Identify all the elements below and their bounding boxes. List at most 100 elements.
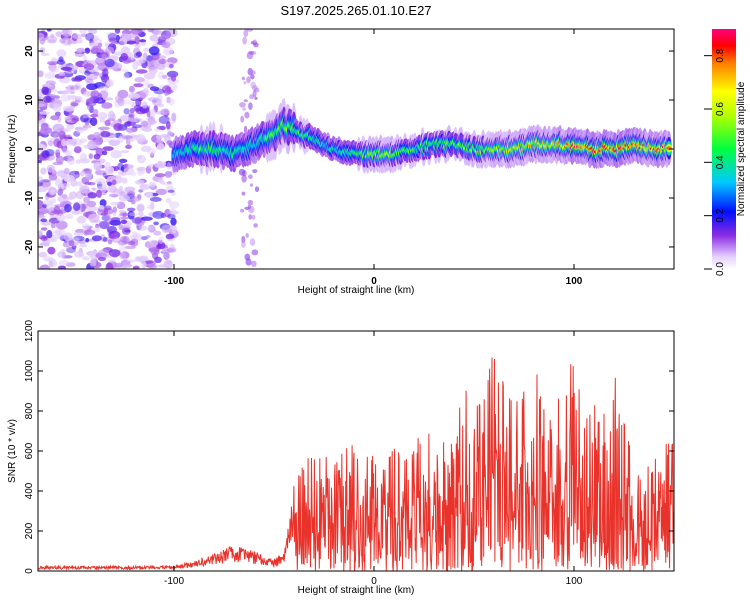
noise-speckle	[253, 42, 259, 48]
noise-speckle	[102, 237, 108, 242]
noise-speckle	[74, 82, 82, 91]
noise-speckle	[76, 48, 86, 53]
noise-speckle	[52, 88, 57, 93]
noise-speckle	[155, 188, 168, 195]
snr-y-tick-label: 0	[24, 568, 35, 574]
noise-speckle	[46, 203, 56, 212]
noise-speckle	[38, 103, 46, 108]
noise-speckle	[150, 108, 156, 117]
noise-speckle	[78, 243, 88, 248]
noise-speckle	[90, 90, 100, 99]
noise-speckle	[87, 192, 97, 199]
noise-speckle	[58, 56, 64, 63]
noise-speckle	[121, 177, 128, 184]
noise-speckle	[254, 87, 260, 93]
noise-speckle	[119, 216, 129, 220]
noise-speckle	[72, 33, 83, 39]
noise-speckle	[119, 115, 130, 122]
noise-speckle	[148, 181, 156, 188]
noise-speckle	[40, 53, 50, 56]
noise-speckle	[61, 29, 70, 34]
noise-speckle	[166, 29, 178, 38]
noise-speckle	[140, 89, 149, 94]
snr-panel: -100 0 100 0 200 400 600 800 1000 1200 Height of…	[7, 319, 675, 596]
colorbar-tick-label: 0.6	[715, 102, 726, 116]
noise-speckle	[75, 190, 84, 200]
noise-speckle	[119, 252, 127, 260]
noise-speckle	[79, 138, 87, 144]
noise-speckle	[82, 256, 90, 261]
noise-speckle	[67, 157, 76, 165]
noise-speckle	[166, 181, 172, 185]
noise-speckle	[55, 31, 63, 37]
snr-y-tick-label: 800	[24, 402, 35, 419]
noise-speckle	[82, 124, 92, 129]
noise-speckle	[55, 220, 68, 230]
noise-speckle	[253, 223, 258, 228]
noise-speckle	[132, 61, 139, 70]
noise-speckle	[108, 139, 120, 146]
noise-speckle	[139, 56, 146, 64]
noise-speckle	[159, 181, 166, 185]
noise-speckle	[150, 201, 155, 211]
noise-speckle	[107, 185, 117, 193]
noise-speckle	[70, 86, 75, 90]
noise-speckle	[147, 205, 151, 209]
noise-speckle	[120, 53, 128, 61]
noise-speckle	[52, 229, 62, 236]
noise-speckle	[99, 90, 109, 99]
colorbar-tick-label: 0.0	[715, 262, 726, 276]
noise-speckle	[126, 259, 137, 263]
noise-speckle	[251, 260, 257, 267]
noise-speckle	[143, 48, 150, 52]
noise-speckle	[127, 210, 135, 220]
noise-speckle	[60, 94, 71, 102]
noise-speckle	[140, 120, 148, 128]
noise-speckle	[114, 29, 121, 34]
noise-speckle	[122, 236, 128, 245]
noise-speckle	[56, 233, 66, 240]
noise-speckle	[132, 265, 140, 269]
noise-speckle	[93, 161, 103, 171]
noise-speckle	[141, 101, 148, 109]
noise-speckle	[84, 145, 96, 150]
noise-speckle	[86, 200, 97, 208]
noise-speckle	[47, 61, 59, 66]
noise-speckle	[86, 206, 98, 212]
spectrogram-y-tick-label: 0	[24, 146, 35, 152]
noise-speckle	[49, 67, 60, 73]
noise-speckle	[165, 197, 172, 204]
noise-speckle	[55, 155, 64, 164]
noise-speckle	[79, 184, 89, 194]
noise-speckle	[156, 241, 166, 250]
noise-speckle	[138, 168, 146, 175]
noise-speckle	[98, 86, 109, 92]
noise-speckle	[124, 186, 136, 192]
noise-speckle	[81, 223, 91, 230]
snr-y-tick-label: 600	[24, 442, 35, 459]
noise-speckle	[63, 174, 75, 183]
noise-speckle	[108, 234, 116, 239]
noise-speckle	[243, 99, 248, 103]
spectrogram-x-tick-label: -100	[164, 276, 184, 287]
noise-speckle	[88, 97, 94, 105]
noise-speckle	[76, 37, 83, 44]
noise-speckle	[147, 148, 156, 155]
noise-speckle	[107, 239, 113, 245]
noise-speckle	[153, 221, 159, 226]
noise-speckle	[141, 216, 153, 221]
noise-speckle	[123, 194, 128, 199]
noise-speckle	[62, 147, 68, 154]
noise-speckle	[140, 183, 146, 191]
noise-speckle	[66, 115, 71, 123]
noise-speckle	[239, 102, 246, 108]
noise-speckle	[110, 217, 121, 223]
spectrogram-x-tick-label: 100	[566, 276, 583, 287]
noise-speckle	[103, 205, 112, 211]
noise-speckle	[171, 73, 177, 82]
noise-speckle	[165, 233, 175, 240]
noise-speckle	[165, 121, 171, 130]
noise-speckle	[54, 111, 61, 117]
noise-speckle	[144, 72, 156, 80]
